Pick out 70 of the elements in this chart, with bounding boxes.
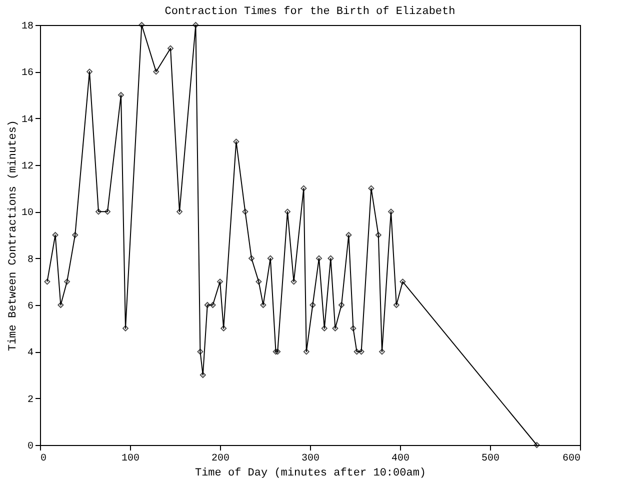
point	[52, 232, 58, 238]
chart-title: Contraction Times for the Birth of Elizabeth	[164, 6, 456, 18]
point	[274, 348, 281, 355]
point	[72, 232, 78, 238]
point	[354, 348, 360, 355]
x-axis-title: Time of Day (minutes after 10:00am)	[194, 468, 426, 480]
point	[388, 208, 394, 215]
point	[153, 68, 160, 75]
point	[242, 208, 248, 215]
point	[204, 302, 210, 308]
point	[176, 208, 182, 215]
point	[358, 348, 364, 355]
x-tick-label: 500	[481, 454, 500, 464]
point	[122, 325, 128, 332]
point	[44, 278, 50, 285]
point	[534, 442, 540, 448]
point	[350, 325, 356, 332]
point	[375, 232, 382, 238]
y-tick-label: 16	[21, 68, 34, 80]
x-tick-label: 100	[121, 454, 140, 464]
y-tick-label: 14	[21, 114, 34, 126]
point	[400, 278, 406, 285]
y-tick-label: 2	[27, 394, 34, 406]
point	[346, 232, 352, 238]
point	[332, 325, 338, 332]
point	[217, 278, 223, 285]
point	[168, 45, 174, 52]
y-axis-title: Time Between Contractions (minutes)	[8, 120, 20, 352]
point	[197, 348, 204, 355]
x-tick-label: 0	[40, 454, 47, 464]
y-tick-label: 12	[21, 162, 34, 172]
point	[86, 68, 92, 75]
point	[321, 325, 328, 332]
point	[338, 302, 344, 308]
x-tick-label: 600	[562, 454, 580, 464]
point	[200, 372, 206, 378]
point	[58, 302, 64, 308]
point	[210, 302, 216, 308]
point	[272, 348, 279, 355]
point	[104, 208, 110, 215]
y-tick-label: 10	[21, 208, 34, 220]
point	[393, 302, 400, 308]
point	[248, 255, 254, 262]
point	[256, 278, 262, 285]
y-tick-label: 8	[27, 254, 34, 266]
y-tick-label: 6	[27, 302, 34, 312]
point	[192, 22, 199, 28]
point	[368, 185, 374, 192]
point	[290, 278, 297, 285]
point	[64, 278, 70, 285]
y-tick-label: 4	[27, 348, 34, 360]
y-tick-label: 0	[27, 442, 34, 452]
point	[328, 255, 334, 262]
point	[300, 185, 307, 192]
point	[138, 22, 145, 28]
point	[260, 302, 266, 308]
point	[310, 302, 316, 308]
point	[220, 325, 227, 332]
point	[118, 92, 124, 98]
point	[284, 208, 290, 215]
point	[267, 255, 274, 262]
point	[316, 255, 322, 262]
point	[233, 138, 240, 145]
x-tick-label: 400	[391, 454, 410, 464]
y-tick-label: 18	[21, 22, 34, 32]
point	[96, 208, 102, 215]
point	[379, 348, 385, 355]
x-tick-label: 300	[301, 454, 320, 464]
x-tick-label: 200	[211, 454, 230, 464]
point	[303, 348, 310, 355]
